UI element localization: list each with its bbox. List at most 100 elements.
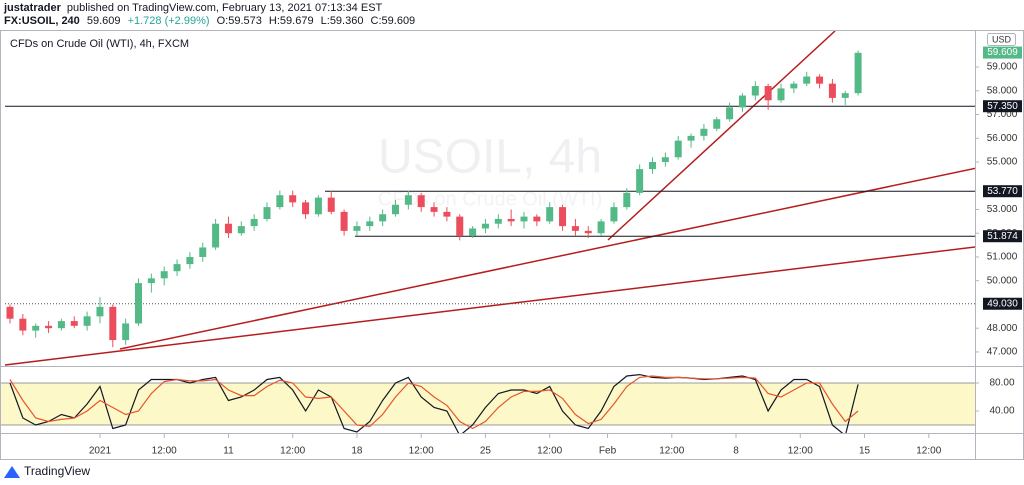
candle-body (674, 140, 682, 158)
last-price-box (983, 46, 1022, 59)
trend-line (119, 167, 975, 350)
last: 59.609 (87, 15, 121, 27)
candle-body (430, 207, 438, 212)
candle-body (854, 52, 862, 94)
candle-body (70, 321, 78, 326)
candle-body (392, 204, 399, 215)
candle-body (122, 323, 130, 341)
candle-body (109, 306, 117, 341)
candle-body (520, 216, 528, 222)
candle-body (417, 195, 425, 208)
candle-body (212, 223, 220, 248)
x-tick-label: 12:00 (659, 446, 684, 457)
last-price-label: 59.609 (987, 47, 1018, 58)
close: C:59.609 (371, 15, 416, 27)
candle-body (45, 325, 53, 329)
x-tick-label: 12:00 (916, 446, 941, 457)
candle-body (186, 256, 194, 265)
level-label-box (983, 185, 1022, 198)
header-line-1: justatrader published on TradingView.com… (3, 2, 383, 14)
candle-body (790, 83, 798, 89)
low: L:59.360 (321, 15, 364, 27)
y-tick-label: 57.000 (987, 109, 1018, 120)
price-pane (4, 31, 975, 366)
candle-body (340, 211, 348, 231)
logo-icon (4, 466, 20, 478)
y-tick-label: 47.000 (987, 347, 1018, 358)
y-tick-label: 59.000 (987, 62, 1018, 73)
x-tick-label: 2021 (89, 446, 112, 457)
candle-body (507, 218, 515, 222)
candle-body (828, 83, 836, 98)
y-tick-label: 56.000 (987, 133, 1018, 144)
published: published on TradingView.com, February 1… (67, 2, 383, 14)
symbol: FX:USOIL, 240 (4, 15, 80, 27)
level-label-box (983, 100, 1022, 113)
x-tick-label: 18 (351, 446, 363, 457)
y-tick-label: 80.00 (989, 378, 1014, 389)
y-tick-label: 51.000 (987, 252, 1018, 263)
trend-line (607, 31, 836, 241)
level-label: 57.350 (987, 101, 1018, 112)
candle-body (250, 218, 258, 227)
candle-body (302, 202, 310, 215)
candle-body (661, 157, 669, 163)
candle-body (584, 230, 592, 234)
candle-body (32, 325, 40, 331)
x-tick-label: 11 (223, 446, 234, 457)
candle-body (700, 128, 708, 136)
change: +1.728 (+2.99%) (128, 15, 210, 27)
candle-body (224, 223, 232, 234)
level-label-box (983, 297, 1022, 310)
candle-body (751, 86, 759, 96)
candle-body (147, 278, 155, 284)
candle-body (263, 207, 271, 219)
level-label: 53.770 (987, 186, 1018, 197)
candle-body (623, 192, 631, 208)
y-tick-label: 48.000 (987, 323, 1018, 334)
axes: 47.00048.00050.00051.00052.00053.00055.0… (89, 46, 1022, 457)
stochastic-pane (1, 373, 975, 433)
candle-body (135, 283, 142, 324)
candle-body (841, 93, 849, 98)
footer-brand: TradingView (24, 464, 90, 478)
candle-body (173, 264, 181, 272)
candle-body (289, 195, 297, 203)
level-label: 51.874 (987, 231, 1018, 242)
y-tick-label: 58.000 (987, 85, 1018, 96)
level-label: 49.030 (987, 298, 1018, 309)
candle-body (777, 88, 785, 101)
candle-body (314, 197, 322, 215)
level-label-box (983, 230, 1022, 243)
candle-body (237, 226, 245, 234)
candle-body (726, 107, 734, 120)
candle-body (559, 207, 567, 227)
x-tick-label: 12:00 (788, 446, 813, 457)
y-tick-label: 50.000 (987, 275, 1018, 286)
x-tick-label: Feb (599, 446, 617, 457)
candle-body (610, 207, 618, 222)
candle-body (404, 195, 412, 205)
candle-body (803, 76, 811, 84)
x-tick-label: 8 (733, 446, 739, 457)
candle-body (96, 306, 104, 317)
open: O:59.573 (217, 15, 262, 27)
candle-body (546, 207, 554, 222)
candle-body (764, 86, 772, 101)
candle-body (636, 169, 644, 193)
stoch-line (9, 375, 859, 430)
candle-body (481, 223, 489, 229)
candle-body (816, 76, 824, 84)
x-tick-label: 12:00 (280, 446, 305, 457)
y-tick-label: 55.000 (987, 157, 1018, 168)
candle-body (353, 226, 361, 231)
currency-box (987, 33, 1016, 46)
author: justatrader (3, 2, 62, 14)
header-line-2: FX:USOIL, 240 59.609 +1.728 (+2.99%) O:5… (4, 15, 415, 27)
y-tick-label: 40.00 (989, 406, 1014, 417)
candle-body (57, 321, 65, 329)
x-tick-label: 12:00 (152, 446, 177, 457)
candle-body (649, 162, 656, 170)
